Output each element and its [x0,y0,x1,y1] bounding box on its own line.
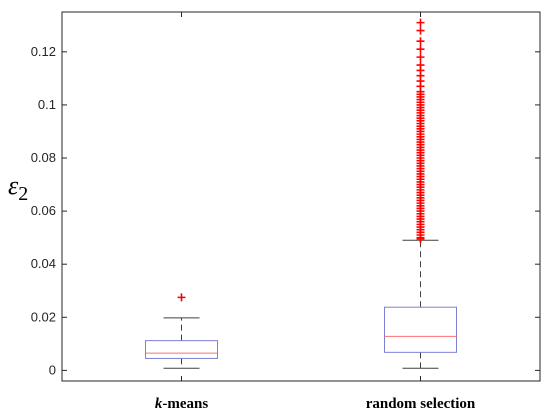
y-tick-label: 0.08 [31,150,56,165]
y-tick-label: 0.1 [38,97,56,112]
outlier-point [416,26,425,35]
outlier-point [416,61,425,70]
box-group [145,12,218,381]
y-axis-label: ε2 [8,171,28,205]
outlier-point [416,53,425,62]
box [384,306,457,353]
y-tick-label: 0.02 [31,309,56,324]
y-tick-label: 0 [49,362,56,377]
y-axis-ticks: 0 0.02 0.04 0.06 0.08 0.1 0.12 [31,44,540,377]
outlier-point [416,37,425,46]
box [145,340,218,359]
outlier-point [416,18,425,27]
x-axis-labels: k-means random selection [155,396,476,412]
boxes [145,12,457,381]
y-tick-label: 0.06 [31,203,56,218]
box-group [384,12,457,381]
y-tick-label: 0.04 [31,256,56,271]
outlier-point [416,45,425,54]
x-category-label: k-means [155,396,208,412]
x-category-label: random selection [366,396,476,412]
plot-area [61,11,541,382]
y-tick-label: 0.12 [31,44,56,59]
outlier-point [177,293,186,302]
